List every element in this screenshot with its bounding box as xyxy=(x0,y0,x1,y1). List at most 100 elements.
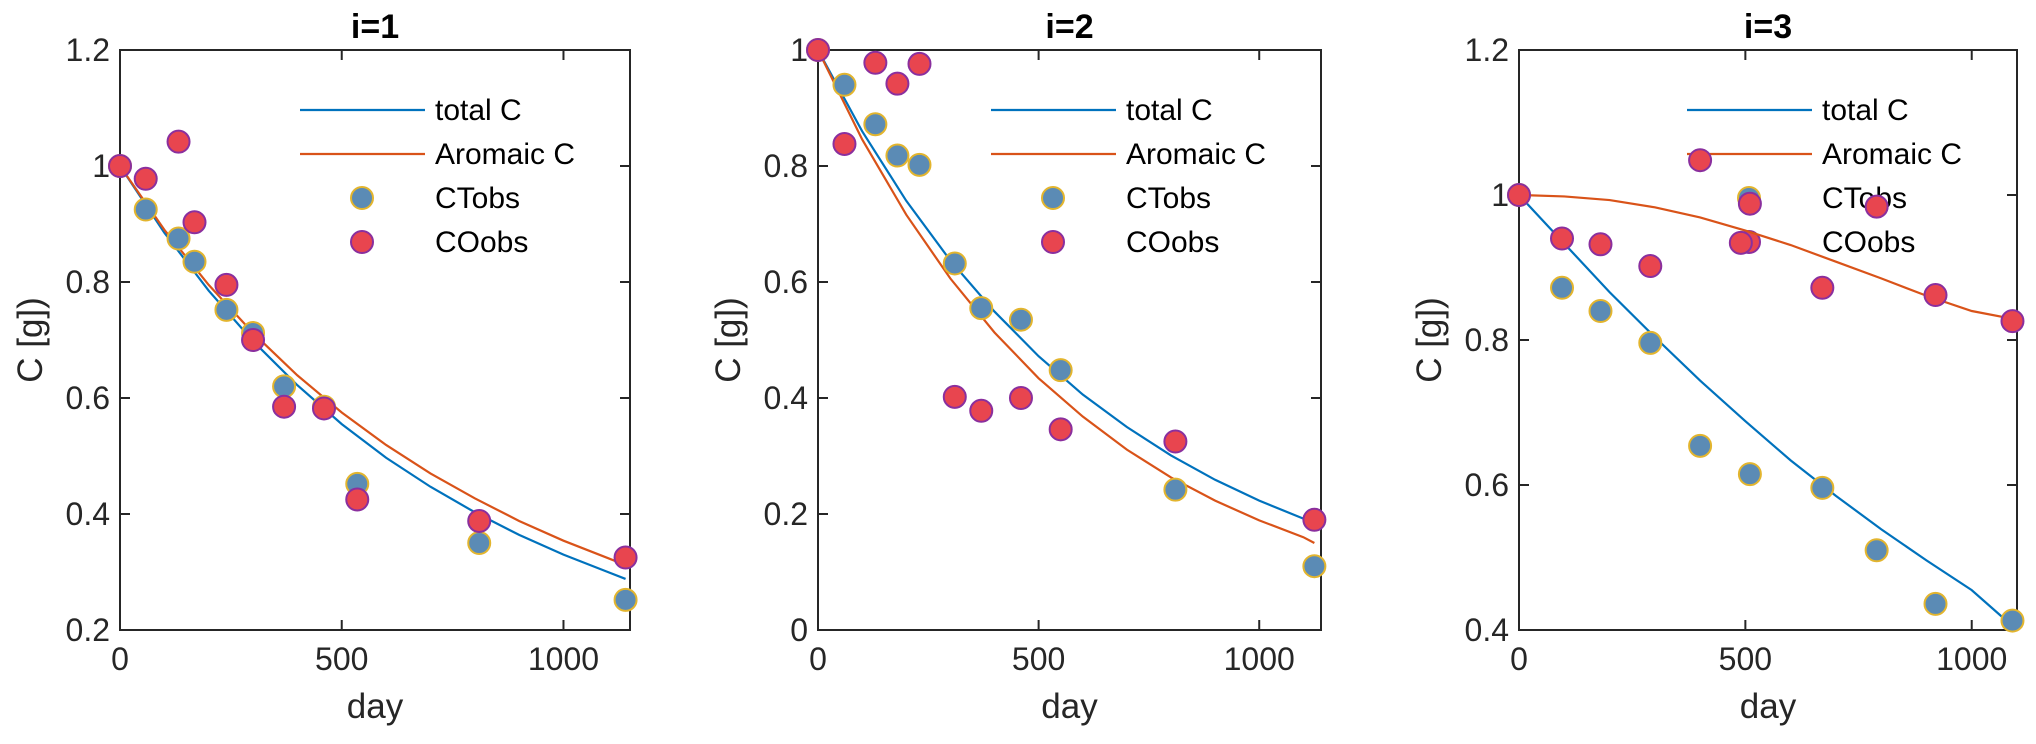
legend-item: CTobs xyxy=(350,182,520,215)
panel-i1: 0 500 1000 0.2 0.4 0.6 0.8 1 1.2 day C [g]) i=1 tota… xyxy=(11,8,638,726)
legend-item: COobs xyxy=(1737,226,1915,259)
coobs-point xyxy=(942,384,967,409)
coobs-point xyxy=(1163,429,1188,454)
coobs-point xyxy=(2000,309,2025,334)
legend-item: total C xyxy=(991,94,1213,127)
legend-item: total C xyxy=(300,94,522,127)
y-tick-label: 1 xyxy=(1491,177,1509,213)
x-axis-label: day xyxy=(1740,687,1797,726)
aromatic-c-line xyxy=(119,165,626,567)
coobs-point xyxy=(1864,194,1889,219)
legend-marker-swatch xyxy=(350,186,374,210)
ctobs-point xyxy=(1048,358,1073,383)
total-c-line xyxy=(817,49,1315,524)
coobs-point xyxy=(182,210,207,235)
ctobs-point xyxy=(133,197,158,222)
ctobs-point xyxy=(885,143,910,168)
x-axis-label: day xyxy=(1041,687,1098,726)
y-tick-label: 0.4 xyxy=(66,496,110,532)
coobs-point xyxy=(907,51,932,76)
coobs-point xyxy=(832,131,857,156)
ctobs-point xyxy=(272,374,297,399)
aromatic-c-line xyxy=(817,49,1315,544)
legend-item: total C xyxy=(1687,94,1909,127)
coobs-point xyxy=(1923,283,1948,308)
chart-title: i=1 xyxy=(351,8,399,46)
coobs-point xyxy=(1728,230,1753,255)
y-tick-label: 0.8 xyxy=(1465,322,1509,358)
legend-item: CTobs xyxy=(1041,182,1211,215)
coobs-point xyxy=(1688,148,1713,173)
legend-item: Aromaic C xyxy=(1687,138,1962,171)
ctobs-point xyxy=(863,112,888,137)
legend-item: Aromaic C xyxy=(991,138,1266,171)
coobs-point xyxy=(885,71,910,96)
ctobs-point xyxy=(1737,462,1762,487)
ctobs-point xyxy=(1638,330,1663,355)
y-tick-label: 0.2 xyxy=(764,496,808,532)
chart-title: i=2 xyxy=(1045,8,1093,46)
x-tick-label: 0 xyxy=(111,641,129,677)
ctobs-point xyxy=(1588,299,1613,323)
legend-marker-swatch xyxy=(350,230,374,254)
y-tick-label: 0.6 xyxy=(66,380,110,416)
coobs-point xyxy=(1048,417,1073,442)
ctobs-point xyxy=(1688,433,1713,458)
axes-box xyxy=(119,49,631,631)
x-axis-label: day xyxy=(347,687,404,726)
coobs-point xyxy=(241,328,266,352)
legend-label: COobs xyxy=(1822,226,1915,259)
x-tick-label: 1000 xyxy=(1936,641,2007,677)
y-tick-label: 1.2 xyxy=(66,32,110,68)
x-tick-label: 0 xyxy=(809,641,827,677)
ctobs-point xyxy=(969,296,994,321)
coobs-point xyxy=(1588,232,1613,257)
axes-box xyxy=(1518,49,2018,631)
coobs-point xyxy=(1550,226,1575,251)
legend-label: total C xyxy=(1126,94,1213,127)
ctobs-point xyxy=(166,226,191,251)
y-tick-label: 1 xyxy=(790,32,808,68)
legend-marker-swatch xyxy=(1041,186,1065,210)
panel-i3: 0 500 1000 0.4 0.6 0.8 1 1.2 day C [g]) i=3 total C… xyxy=(1410,8,2025,726)
coobs-point xyxy=(1737,191,1762,216)
coobs-point xyxy=(613,545,638,570)
ctobs-point xyxy=(467,531,492,555)
coobs-point xyxy=(272,394,297,419)
x-tick-label: 500 xyxy=(315,641,368,677)
legend-label: Aromaic C xyxy=(435,138,575,171)
chart-title: i=3 xyxy=(1744,8,1792,46)
ctobs-point xyxy=(613,587,638,612)
total-c-line xyxy=(1518,194,2018,631)
x-tick-label: 500 xyxy=(1719,641,1772,677)
y-tick-label: 0.8 xyxy=(66,264,110,300)
ctobs-point xyxy=(1302,554,1327,579)
legend-label: COobs xyxy=(1126,226,1219,259)
legend-label: COobs xyxy=(435,226,528,259)
coobs-point xyxy=(166,129,191,154)
x-tick-label: 0 xyxy=(1510,641,1528,677)
panel-i2: 0 500 1000 0 0.2 0.4 0.6 0.8 1 day C [g]) i=2 total … xyxy=(709,8,1327,726)
y-axis-label: C [g]) xyxy=(11,297,50,383)
coobs-point xyxy=(108,154,132,178)
coobs-point xyxy=(467,508,492,533)
coobs-point xyxy=(1008,386,1033,410)
ctobs-point xyxy=(1008,307,1033,332)
y-tick-label: 0.4 xyxy=(764,380,808,416)
coobs-point xyxy=(806,38,830,62)
ctobs-point xyxy=(832,72,857,97)
x-tick-label: 500 xyxy=(1012,641,1065,677)
y-tick-label: 0.2 xyxy=(66,612,110,648)
ctobs-point xyxy=(214,297,239,322)
legend-item: COobs xyxy=(350,226,528,259)
legend-label: CTobs xyxy=(1126,182,1211,215)
ctobs-point xyxy=(1864,538,1889,563)
ctobs-point xyxy=(1923,591,1948,616)
ctobs-point xyxy=(1163,477,1188,502)
ctobs-point xyxy=(1550,275,1575,300)
coobs-point xyxy=(969,398,994,423)
coobs-point xyxy=(345,487,370,512)
coobs-point xyxy=(1302,507,1327,532)
x-tick-label: 1000 xyxy=(528,641,599,677)
